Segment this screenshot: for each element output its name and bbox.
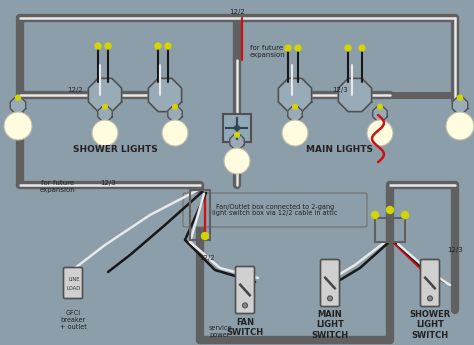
Circle shape bbox=[328, 296, 332, 301]
Circle shape bbox=[103, 105, 107, 109]
Circle shape bbox=[457, 95, 463, 100]
Circle shape bbox=[386, 207, 393, 214]
Text: SHOWER LIGHTS: SHOWER LIGHTS bbox=[73, 145, 157, 154]
Circle shape bbox=[234, 125, 240, 131]
FancyBboxPatch shape bbox=[420, 259, 439, 306]
Circle shape bbox=[165, 43, 171, 49]
Bar bbox=[223, 114, 251, 142]
Circle shape bbox=[285, 45, 291, 51]
Text: MAIN
LIGHT
SWITCH: MAIN LIGHT SWITCH bbox=[311, 310, 348, 340]
Text: LINE: LINE bbox=[68, 277, 80, 282]
Polygon shape bbox=[278, 78, 311, 112]
Circle shape bbox=[295, 45, 301, 51]
Circle shape bbox=[105, 43, 111, 49]
Polygon shape bbox=[338, 78, 372, 112]
Text: for future
expansion: for future expansion bbox=[40, 180, 76, 193]
Circle shape bbox=[372, 211, 379, 218]
Text: MAIN LIGHTS: MAIN LIGHTS bbox=[307, 145, 374, 154]
Text: 12/3: 12/3 bbox=[447, 247, 463, 253]
Polygon shape bbox=[373, 107, 387, 121]
Text: Fan/Outlet box connected to 2-gang
light switch box via 12/2 cable in attic: Fan/Outlet box connected to 2-gang light… bbox=[212, 204, 337, 217]
Text: for future
expansion: for future expansion bbox=[250, 46, 286, 59]
Circle shape bbox=[162, 120, 188, 146]
Text: SHOWER
LIGHT
SWITCH: SHOWER LIGHT SWITCH bbox=[410, 310, 451, 340]
Circle shape bbox=[95, 43, 101, 49]
Bar bbox=[190, 190, 210, 240]
Text: LOAD: LOAD bbox=[67, 286, 81, 290]
FancyBboxPatch shape bbox=[236, 266, 255, 314]
Circle shape bbox=[155, 43, 161, 49]
Text: service
power: service power bbox=[208, 325, 232, 338]
Text: 12/3: 12/3 bbox=[100, 180, 116, 186]
Polygon shape bbox=[288, 107, 302, 121]
Polygon shape bbox=[168, 107, 182, 121]
Circle shape bbox=[345, 45, 351, 51]
Circle shape bbox=[16, 95, 20, 100]
Circle shape bbox=[243, 303, 247, 308]
Circle shape bbox=[235, 132, 239, 137]
Polygon shape bbox=[230, 135, 244, 149]
Circle shape bbox=[446, 112, 474, 140]
Circle shape bbox=[4, 112, 32, 140]
Circle shape bbox=[401, 211, 409, 218]
Text: 12/3: 12/3 bbox=[332, 87, 348, 93]
Polygon shape bbox=[10, 98, 26, 113]
Circle shape bbox=[428, 296, 432, 301]
Circle shape bbox=[359, 45, 365, 51]
FancyBboxPatch shape bbox=[320, 259, 339, 306]
Text: 12/2: 12/2 bbox=[67, 87, 83, 93]
Polygon shape bbox=[98, 107, 112, 121]
Text: 12/2: 12/2 bbox=[229, 9, 245, 15]
Circle shape bbox=[367, 120, 393, 146]
Polygon shape bbox=[88, 78, 122, 112]
Circle shape bbox=[378, 105, 383, 109]
Text: 12/2: 12/2 bbox=[199, 255, 215, 261]
Bar bbox=[375, 218, 405, 242]
Polygon shape bbox=[148, 78, 182, 112]
Circle shape bbox=[224, 148, 250, 174]
FancyBboxPatch shape bbox=[64, 267, 82, 298]
Circle shape bbox=[282, 120, 308, 146]
Polygon shape bbox=[452, 98, 468, 113]
Text: FAN
SWITCH: FAN SWITCH bbox=[227, 318, 264, 337]
Text: GFCI
breaker
+ outlet: GFCI breaker + outlet bbox=[60, 310, 86, 330]
Circle shape bbox=[173, 105, 177, 109]
Circle shape bbox=[92, 120, 118, 146]
Circle shape bbox=[201, 233, 209, 239]
FancyBboxPatch shape bbox=[183, 193, 367, 227]
Circle shape bbox=[292, 105, 297, 109]
